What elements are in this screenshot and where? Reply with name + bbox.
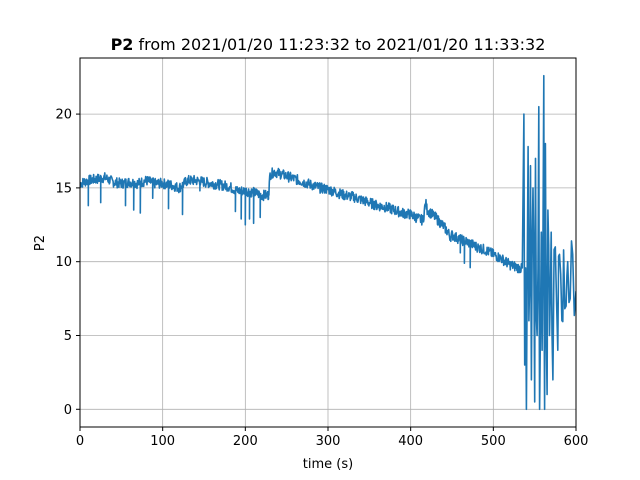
y-axis-label: P2 [33, 235, 48, 251]
x-tick-label: 600 [564, 434, 589, 449]
y-tick-label: 15 [55, 181, 72, 196]
x-tick-label: 200 [233, 434, 258, 449]
series-line [80, 74, 576, 411]
x-tick-label: 500 [481, 434, 506, 449]
x-axis-label: time (s) [303, 457, 353, 472]
x-tick-label: 100 [150, 434, 175, 449]
chart-title: P2 from 2021/01/20 11:23:32 to 2021/01/2… [111, 35, 546, 54]
x-tick-label: 400 [398, 434, 423, 449]
y-axis: 0 5 10 15 20 [55, 108, 80, 418]
x-axis: 0 100 200 300 400 500 600 [76, 427, 589, 449]
y-tick-label: 5 [64, 329, 72, 344]
x-tick-label: 0 [76, 434, 84, 449]
y-tick-label: 20 [55, 108, 72, 123]
x-tick-label: 300 [316, 434, 341, 449]
chart-title-rest: from 2021/01/20 11:23:32 to 2021/01/20 1… [133, 35, 545, 54]
series-layer [80, 74, 576, 411]
chart-title-bold: P2 [111, 35, 134, 54]
y-tick-label: 0 [64, 403, 72, 418]
y-tick-label: 10 [55, 255, 72, 270]
